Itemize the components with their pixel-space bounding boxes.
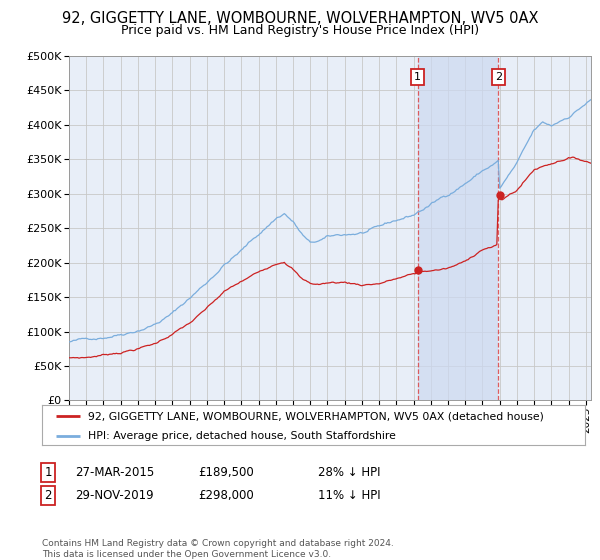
Text: 1: 1 [414,72,421,82]
Text: 2: 2 [495,72,502,82]
Text: Contains HM Land Registry data © Crown copyright and database right 2024.
This d: Contains HM Land Registry data © Crown c… [42,539,394,559]
Text: 27-MAR-2015: 27-MAR-2015 [75,466,154,479]
Text: £189,500: £189,500 [198,466,254,479]
Text: Price paid vs. HM Land Registry's House Price Index (HPI): Price paid vs. HM Land Registry's House … [121,24,479,36]
Text: 2: 2 [44,489,52,502]
Bar [418,56,499,400]
Text: 29-NOV-2019: 29-NOV-2019 [75,489,154,502]
Text: 1: 1 [44,466,52,479]
Text: 92, GIGGETTY LANE, WOMBOURNE, WOLVERHAMPTON, WV5 0AX: 92, GIGGETTY LANE, WOMBOURNE, WOLVERHAMP… [62,11,538,26]
Text: 92, GIGGETTY LANE, WOMBOURNE, WOLVERHAMPTON, WV5 0AX (detached house): 92, GIGGETTY LANE, WOMBOURNE, WOLVERHAMP… [88,411,544,421]
Text: HPI: Average price, detached house, South Staffordshire: HPI: Average price, detached house, Sout… [88,431,396,441]
Text: 11% ↓ HPI: 11% ↓ HPI [318,489,380,502]
Text: £298,000: £298,000 [198,489,254,502]
Text: 28% ↓ HPI: 28% ↓ HPI [318,466,380,479]
